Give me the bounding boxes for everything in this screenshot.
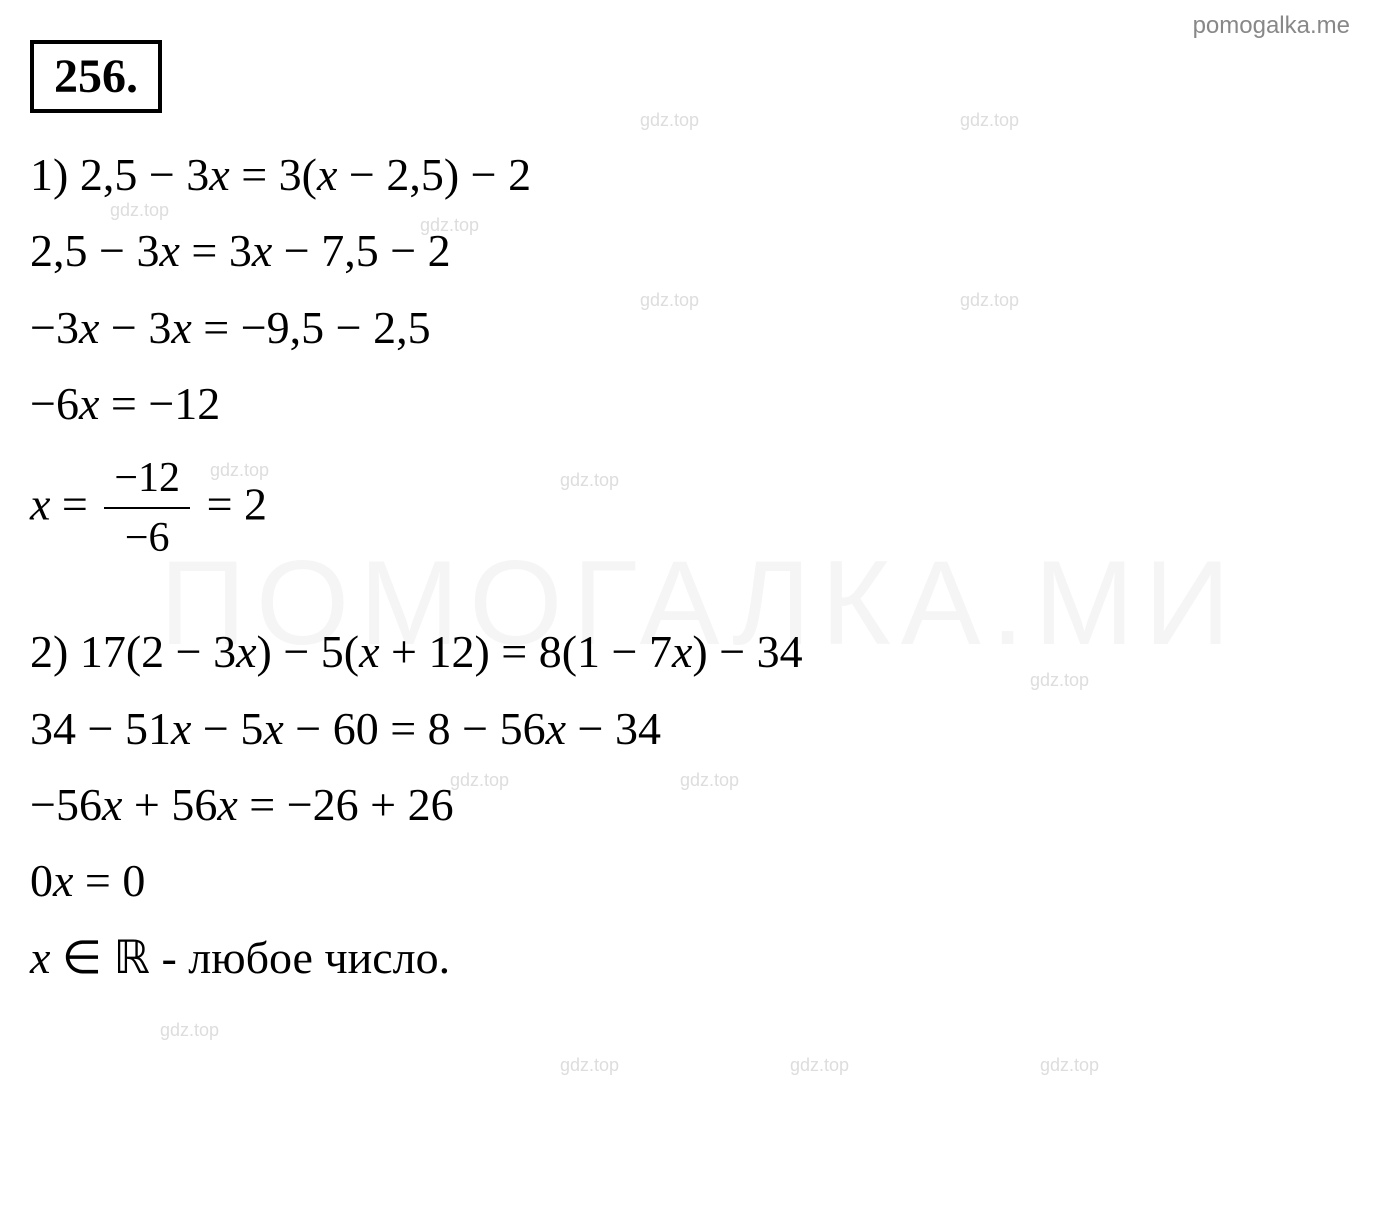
variable-x: x xyxy=(236,626,256,677)
equation-line-4: −6x = −12 xyxy=(30,372,1370,436)
fraction-numerator: −12 xyxy=(104,449,190,510)
text-segment: + 56 xyxy=(122,779,217,830)
equation-line-3: −3x − 3x = −9,5 − 2,5 xyxy=(30,296,1370,360)
text-segment: 1) 2,5 − 3 xyxy=(30,149,209,200)
text-segment: − 7,5 − 2 xyxy=(272,225,450,276)
text-segment: = −9,5 − 2,5 xyxy=(192,302,431,353)
text-segment: = 3 xyxy=(180,225,252,276)
variable-x: x xyxy=(171,302,191,353)
equation-line-7: 34 − 51x − 5x − 60 = 8 − 56x − 34 xyxy=(30,697,1370,761)
gdz-watermark: gdz.top xyxy=(790,1055,849,1076)
equation-line-8: −56x + 56x = −26 + 26 xyxy=(30,773,1370,837)
variable-x: x xyxy=(79,302,99,353)
variable-x: x xyxy=(546,703,566,754)
equation-line-6: 2) 17(2 − 3x) − 5(x + 12) = 8(1 − 7x) − … xyxy=(30,620,1370,684)
variable-x: x xyxy=(102,779,122,830)
gdz-watermark: gdz.top xyxy=(560,1055,619,1076)
variable-x: x xyxy=(209,149,229,200)
variable-x: x xyxy=(317,149,337,200)
variable-x: x xyxy=(359,626,379,677)
variable-x: x xyxy=(53,855,73,906)
main-content: 256. 1) 2,5 − 3x = 3(x − 2,5) − 2 2,5 − … xyxy=(0,0,1400,1042)
text-segment: − 3 xyxy=(99,302,171,353)
equation-line-2: 2,5 − 3x = 3x − 7,5 − 2 xyxy=(30,219,1370,283)
variable-x: x xyxy=(252,225,272,276)
text-segment: ∈ xyxy=(50,932,113,983)
text-segment: 2) 17(2 − 3 xyxy=(30,626,236,677)
variable-x: x xyxy=(30,932,50,983)
fraction-denominator: −6 xyxy=(104,509,190,568)
real-numbers-symbol: ℝ xyxy=(114,932,150,983)
equation-line-1: 1) 2,5 − 3x = 3(x − 2,5) − 2 xyxy=(30,143,1370,207)
text-segment: −56 xyxy=(30,779,102,830)
text-segment: + 12) = 8(1 − 7 xyxy=(380,626,672,677)
equation-line-5: x = −12−6 = 2 xyxy=(30,449,1370,569)
text-segment: = −12 xyxy=(99,378,220,429)
variable-x: x xyxy=(672,626,692,677)
variable-x: x xyxy=(79,378,99,429)
text-segment: ) − 5( xyxy=(257,626,360,677)
text-segment: −3 xyxy=(30,302,79,353)
text-segment: = −26 + 26 xyxy=(238,779,454,830)
text-segment: = xyxy=(50,478,99,529)
text-segment: 0 xyxy=(30,855,53,906)
fraction: −12−6 xyxy=(104,449,190,569)
variable-x: x xyxy=(217,779,237,830)
text-segment: − 2,5) − 2 xyxy=(337,149,531,200)
text-segment: − 60 = 8 − 56 xyxy=(284,703,546,754)
text-segment: − 34 xyxy=(566,703,661,754)
text-segment: − 5 xyxy=(191,703,263,754)
gdz-watermark: gdz.top xyxy=(1040,1055,1099,1076)
problem-number: 256. xyxy=(30,40,162,113)
text-segment: = 2 xyxy=(195,478,267,529)
text-segment: 34 − 51 xyxy=(30,703,171,754)
variable-x: x xyxy=(30,478,50,529)
equation-line-10: x ∈ ℝ - любое число. xyxy=(30,926,1370,990)
text-segment: = 3( xyxy=(230,149,317,200)
variable-x: x xyxy=(171,703,191,754)
text-segment: −6 xyxy=(30,378,79,429)
text-segment: 2,5 − 3 xyxy=(30,225,159,276)
variable-x: x xyxy=(263,703,283,754)
equation-line-9: 0x = 0 xyxy=(30,849,1370,913)
variable-x: x xyxy=(159,225,179,276)
text-segment: = 0 xyxy=(73,855,145,906)
text-segment: ) − 34 xyxy=(692,626,802,677)
text-segment: - любое число. xyxy=(150,932,450,983)
